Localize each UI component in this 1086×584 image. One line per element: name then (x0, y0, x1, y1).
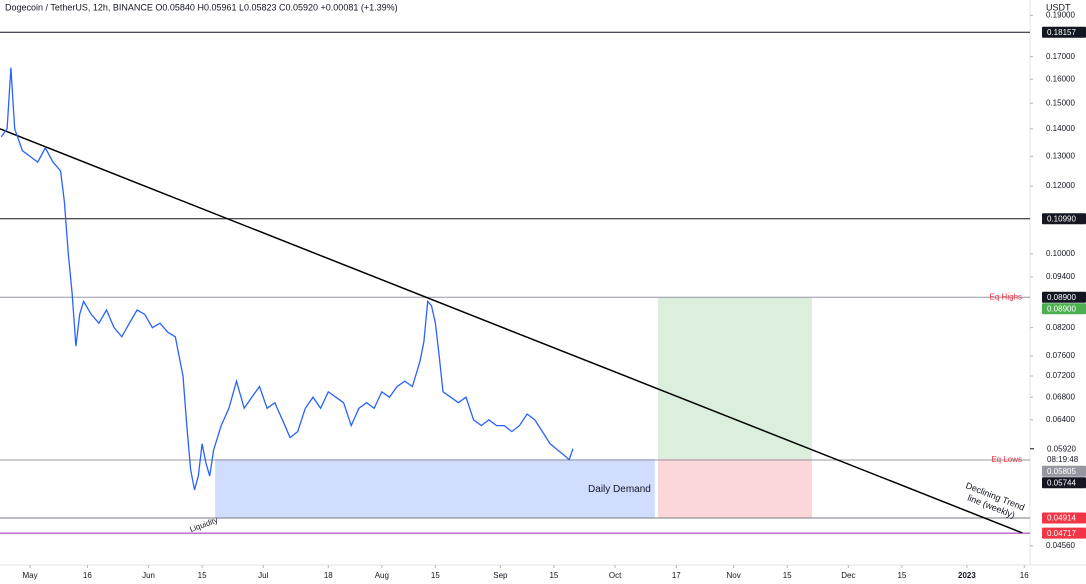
x-tick-label: 15 (549, 571, 558, 580)
x-tick-label: 2023 (958, 571, 976, 580)
zone-label: Daily Demand (588, 484, 651, 495)
x-tick-label: 18 (324, 571, 333, 580)
level-text: Eq Lows (991, 455, 1022, 464)
countdown: 08:19:48 (1047, 455, 1079, 464)
y-tick-label: 0.14000 (1046, 124, 1075, 133)
price-badge (1042, 213, 1086, 225)
x-tick-label: Jun (142, 571, 155, 580)
price-line (0, 67, 574, 491)
price-badge-label: 0.18157 (1047, 28, 1076, 37)
price-badge (1042, 26, 1086, 38)
x-tick-label: Oct (609, 571, 622, 580)
x-tick-label: 15 (897, 571, 906, 580)
price-badge (1042, 477, 1086, 489)
trendline (0, 128, 1023, 534)
unit-label: USDT (1046, 2, 1071, 12)
price-badge-label: 0.08900 (1047, 293, 1076, 302)
price-badge-label: 0.05805 (1047, 467, 1076, 476)
x-tick-label: 17 (672, 571, 681, 580)
y-tick-label: 0.16000 (1046, 74, 1075, 83)
y-tick-label: 0.15000 (1046, 98, 1075, 107)
zone (657, 297, 813, 459)
x-tick-label: 16 (83, 571, 92, 580)
x-tick-label: 15 (198, 571, 207, 580)
price-badge-label: 0.05920 (1047, 444, 1076, 453)
price-badge (1042, 291, 1086, 303)
x-tick-label: Sep (493, 571, 508, 580)
x-tick-label: Jul (258, 571, 268, 580)
price-badge (1042, 512, 1086, 524)
price-badge (1042, 465, 1086, 477)
price-badge-label: 0.05744 (1047, 478, 1076, 487)
y-tick-label: 0.19000 (1046, 10, 1075, 19)
y-tick-label: 0.06400 (1046, 415, 1075, 424)
zone (657, 458, 813, 519)
level-text: Eq Highs (990, 292, 1022, 301)
x-tick-label: 15 (431, 571, 440, 580)
x-tick-label: 16 (1020, 571, 1029, 580)
x-tick-label: Nov (727, 571, 741, 580)
price-badge-label: 0.10990 (1047, 214, 1076, 223)
x-tick-label: Aug (375, 571, 389, 580)
y-tick-label: 0.06800 (1046, 392, 1075, 401)
x-tick-label: Dec (841, 571, 855, 580)
y-tick-label: 0.10000 (1046, 249, 1075, 258)
y-tick-label: 0.07600 (1046, 351, 1075, 360)
y-tick-label: 0.09400 (1046, 272, 1075, 281)
y-tick-label: 0.13000 (1046, 151, 1075, 160)
zone (215, 458, 655, 519)
price-badge-label: 0.04717 (1047, 529, 1076, 538)
y-tick-label: 0.08200 (1046, 323, 1075, 332)
y-tick-label: 0.07200 (1046, 371, 1075, 380)
y-tick-label: 0.17000 (1046, 52, 1075, 61)
x-tick-label: May (22, 571, 37, 580)
price-badge-label: 0.04914 (1047, 514, 1076, 523)
price-badge-label: 0.08900 (1047, 304, 1076, 313)
price-badge (1042, 303, 1086, 315)
chart-title: Dogecoin / TetherUS, 12h, BINANCE O0.058… (5, 2, 398, 12)
y-tick-label: 0.12000 (1046, 181, 1075, 190)
y-tick-label: 0.04560 (1046, 541, 1075, 550)
x-tick-label: 15 (783, 571, 792, 580)
price-badge (1042, 527, 1086, 539)
